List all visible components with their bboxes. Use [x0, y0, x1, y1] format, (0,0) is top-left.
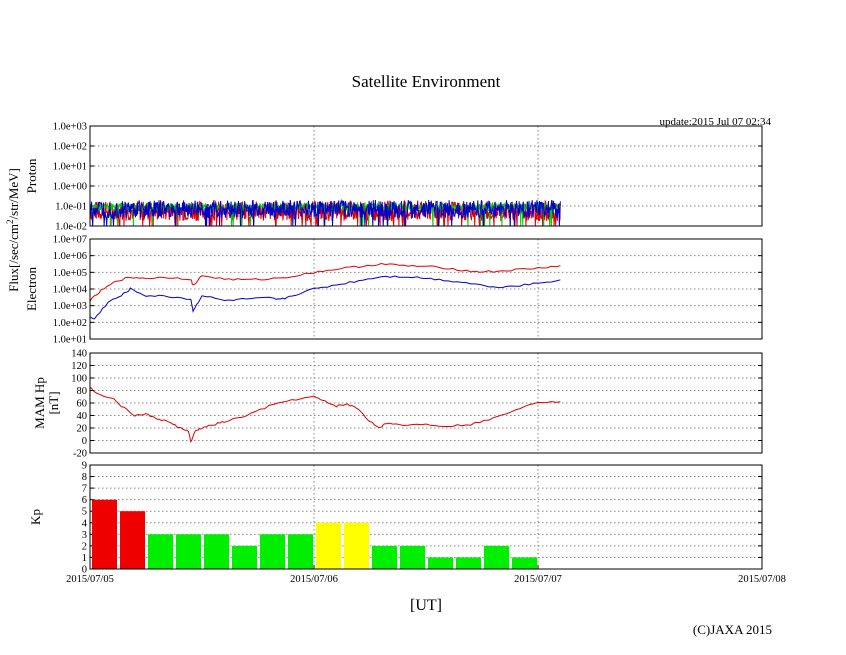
x-tick-label: 2015/07/06: [290, 574, 338, 585]
y-tick-label: 1.0e-02: [55, 222, 87, 233]
kp-bar: [484, 545, 509, 569]
kp-bar: [288, 534, 313, 569]
kp-bar: [316, 522, 341, 569]
panel-frame: [89, 464, 763, 570]
y-tick-label: 1.0e+05: [53, 268, 87, 279]
y-tick-label: 1.0e+02: [53, 142, 87, 153]
y-tick-label: 40: [77, 411, 88, 422]
kp-bar: [148, 534, 173, 569]
y-tick-label: 1.0e+06: [53, 251, 87, 262]
y-tick-label: 1.0e+07: [53, 235, 87, 246]
y-tick-label: 1.0e+02: [53, 318, 87, 329]
y-tick-label: 20: [77, 424, 88, 435]
panel-frame: [89, 238, 763, 340]
copyright-label: (C)JAXA 2015: [693, 622, 772, 637]
kp-bar: [204, 534, 229, 569]
panel-frame: [89, 125, 763, 227]
y-tick-label: 0: [82, 436, 87, 447]
kp-bar: [260, 534, 285, 569]
y-axis-label: Electron: [24, 266, 39, 311]
y-tick-label: 1.0e-01: [55, 202, 87, 213]
y-axis-label: Kp: [28, 509, 43, 525]
series-line-proton-blue: [89, 198, 561, 227]
y-axis-label: MAM Hp: [32, 377, 47, 429]
y-tick-label: 5: [82, 507, 87, 518]
panel-frame: [89, 352, 763, 454]
y-tick-label: 100: [71, 374, 87, 385]
y-axis-label: Proton: [24, 158, 39, 193]
y-tick-label: 9: [82, 461, 87, 472]
kp-bar: [344, 522, 369, 569]
kp-bar: [372, 545, 397, 569]
y-tick-label: 120: [71, 361, 87, 372]
kp-bar: [92, 499, 117, 569]
kp-bar: [176, 534, 201, 569]
y-tick-label: 1.0e+01: [53, 162, 87, 173]
x-tick-label: 2015/07/08: [738, 574, 786, 585]
y-tick-label: 1.0e+00: [53, 182, 87, 193]
kp-bar: [232, 545, 257, 569]
kp-bar: [512, 557, 537, 569]
series-line-electron-blue: [89, 275, 561, 320]
kp-bar: [120, 511, 145, 569]
y-tick-label: 0: [82, 565, 87, 576]
panel-proton: 1.0e+03 1.0e+02 1.0e+01 1.0e+00 1.0e-01 1.0e-…: [24, 122, 763, 233]
shared-flux-ylabel: Flux[/sec/cm2/str/MeV]: [5, 168, 21, 292]
y-tick-label: 1.0e+03: [53, 122, 87, 133]
panel-electron: 1.0e+07 1.0e+06 1.0e+05 1.0e+04 1.0e+03 1.0e+…: [24, 235, 763, 346]
y-tick-label: 6: [82, 495, 87, 506]
y-tick-label: 140: [71, 349, 87, 360]
y-tick-label: 4: [82, 518, 88, 529]
y-tick-label: 1.0e+03: [53, 301, 87, 312]
update-timestamp: update:2015 Jul 07 02:34: [659, 116, 771, 128]
y-tick-label: 1: [82, 553, 87, 564]
y-axis-label-unit: [nT]: [46, 391, 61, 414]
kp-bar: [428, 557, 453, 569]
chart-title: Satellite Environment: [352, 72, 501, 91]
y-tick-label: 80: [77, 386, 88, 397]
y-tick-label: -20: [73, 449, 87, 460]
y-tick-label: 60: [77, 399, 88, 410]
x-tick-label: 2015/07/05: [66, 574, 114, 585]
series-line-electron-red: [89, 262, 561, 302]
series-line-mamhp-Hp: [89, 387, 561, 443]
x-tick-label: 2015/07/07: [514, 574, 562, 585]
kp-bar: [400, 545, 425, 569]
y-tick-label: 7: [82, 484, 87, 495]
y-tick-label: 8: [82, 472, 87, 483]
y-tick-label: 2: [82, 541, 87, 552]
y-tick-label: 1.0e+01: [53, 335, 87, 346]
kp-bar: [456, 557, 481, 569]
y-tick-label: 1.0e+04: [53, 285, 88, 296]
x-axis-label: [UT]: [410, 597, 442, 614]
y-tick-label: 3: [82, 530, 87, 541]
